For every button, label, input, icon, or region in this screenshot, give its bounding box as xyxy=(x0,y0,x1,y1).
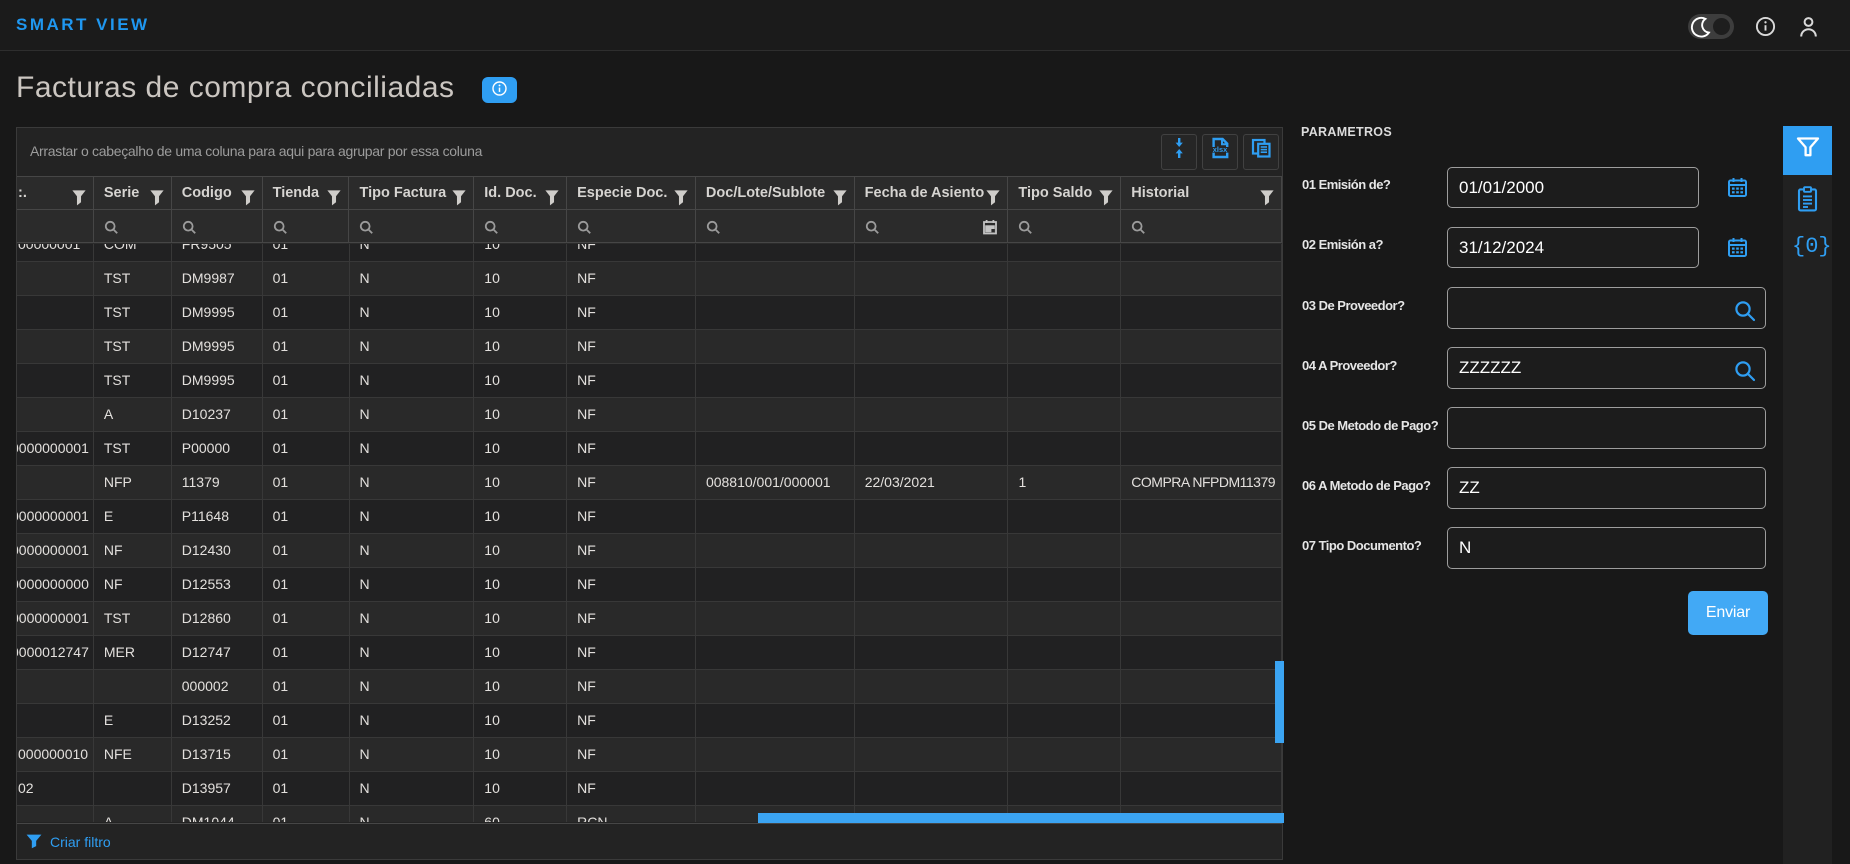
svg-text:xlsx: xlsx xyxy=(1213,145,1228,154)
